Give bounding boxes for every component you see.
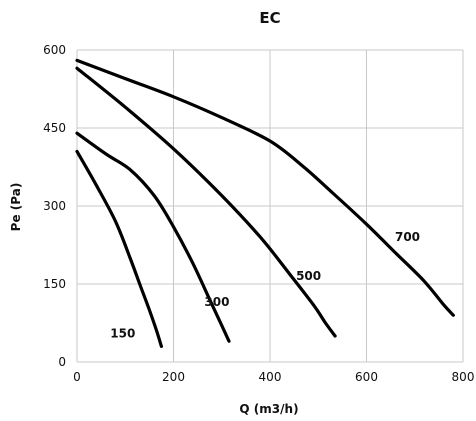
y-tick-label: 600: [43, 43, 66, 57]
curve-300: [75, 131, 231, 343]
y-tick-label: 450: [43, 121, 66, 135]
curve-700: [75, 58, 455, 317]
curve-150: [75, 149, 163, 348]
x-tick-label: 0: [73, 370, 81, 384]
curves: [75, 58, 455, 348]
curve-500: [75, 66, 337, 338]
chart-title: EC: [259, 9, 280, 27]
y-tick-label: 150: [43, 277, 66, 291]
x-tick-label: 200: [162, 370, 185, 384]
curve-label-700: 700: [395, 230, 420, 244]
curve-label-300: 300: [204, 295, 229, 309]
y-axis-label: Pe (Pa): [9, 183, 23, 232]
y-tick-label: 0: [58, 355, 66, 369]
curve-label-150: 150: [110, 326, 135, 340]
x-axis-label: Q (m3/h): [239, 402, 298, 416]
x-tick-label: 400: [259, 370, 282, 384]
y-tick-label: 300: [43, 199, 66, 213]
x-tick-label: 800: [452, 370, 475, 384]
tick-labels: 0 150 300 450 600 0 200 400 600 800: [43, 43, 474, 384]
curve-label-500: 500: [296, 269, 321, 283]
grid-lines: [76, 49, 464, 363]
curve-labels: 150 300 500 700: [110, 230, 420, 340]
x-tick-label: 600: [355, 370, 378, 384]
